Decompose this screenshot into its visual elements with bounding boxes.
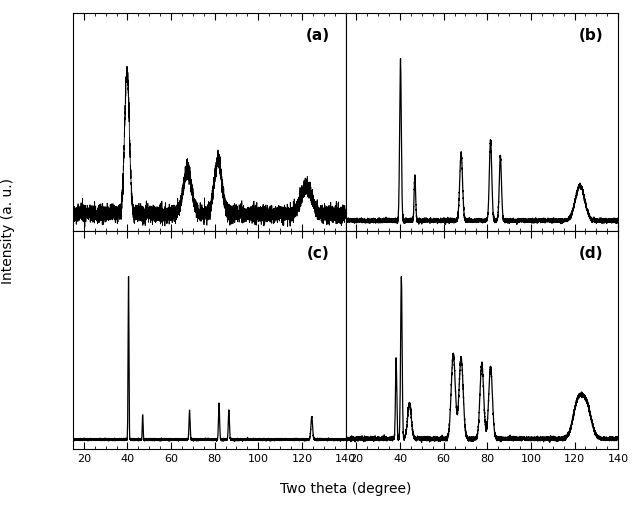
- Text: (c): (c): [307, 246, 330, 261]
- Text: Two theta (degree): Two theta (degree): [280, 482, 411, 496]
- Text: (a): (a): [306, 28, 330, 43]
- Text: (d): (d): [579, 246, 603, 261]
- Text: Intensity (a. u.): Intensity (a. u.): [1, 177, 15, 284]
- Text: (b): (b): [579, 28, 603, 43]
